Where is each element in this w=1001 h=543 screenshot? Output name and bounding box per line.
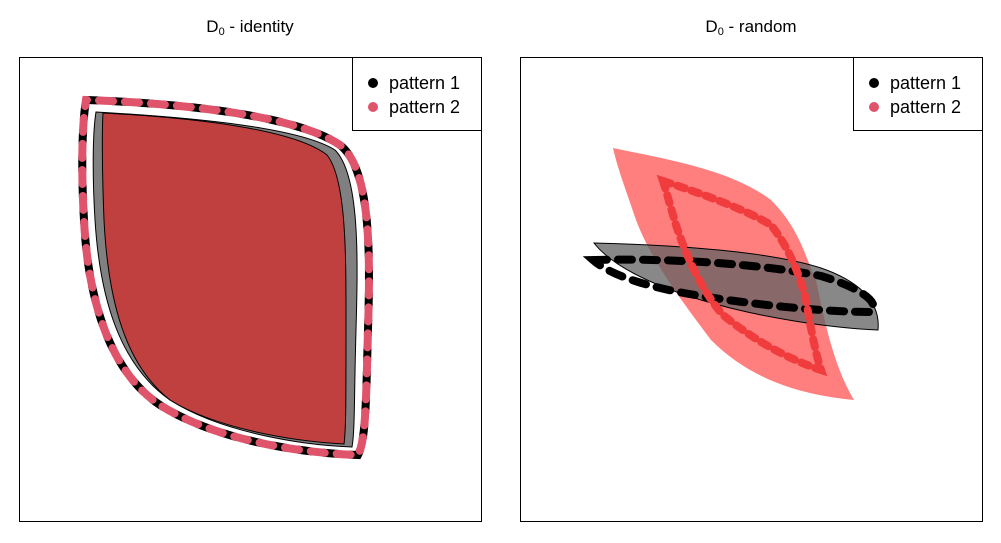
legend-marker — [368, 78, 378, 88]
legend-item-pattern-2: pattern 2 — [353, 95, 481, 119]
legend: pattern 1 pattern 2 — [352, 57, 482, 131]
plot-frame — [520, 57, 983, 522]
pattern1-dashed-outline — [582, 255, 878, 317]
title-rest: - identity — [224, 17, 294, 36]
panel-random: D0 - random pattern 1 pattern 2 — [501, 0, 1001, 543]
panel-title: D0 - random — [501, 17, 1001, 38]
title-main: D — [705, 17, 718, 36]
legend: pattern 1 pattern 2 — [853, 57, 983, 131]
title-rest: - random — [723, 17, 797, 36]
panel-title: D0 - identity — [0, 17, 500, 38]
title-main: D — [206, 17, 219, 36]
plot-random — [582, 148, 879, 400]
pattern2-dashed-outline — [656, 174, 828, 377]
legend-item-pattern-1: pattern 1 — [854, 71, 982, 95]
title-subscript: 0 — [218, 26, 225, 38]
legend-marker — [869, 102, 879, 112]
legend-item-pattern-1: pattern 1 — [353, 71, 481, 95]
plot-frame — [19, 57, 482, 522]
plot-identity — [78, 95, 373, 460]
panel-identity: D0 - identity pattern 1 pattern 2 — [0, 0, 500, 543]
title-subscript: 0 — [717, 26, 724, 38]
pattern2-dashed-outline — [78, 95, 373, 460]
legend-label: pattern 2 — [890, 96, 962, 117]
legend-marker — [368, 102, 378, 112]
legend-label: pattern 2 — [389, 96, 461, 117]
legend-item-pattern-2: pattern 2 — [854, 95, 982, 119]
pattern2-region — [101, 112, 347, 445]
legend-label: pattern 1 — [890, 72, 962, 93]
legend-marker — [869, 78, 879, 88]
legend-label: pattern 1 — [389, 72, 461, 93]
